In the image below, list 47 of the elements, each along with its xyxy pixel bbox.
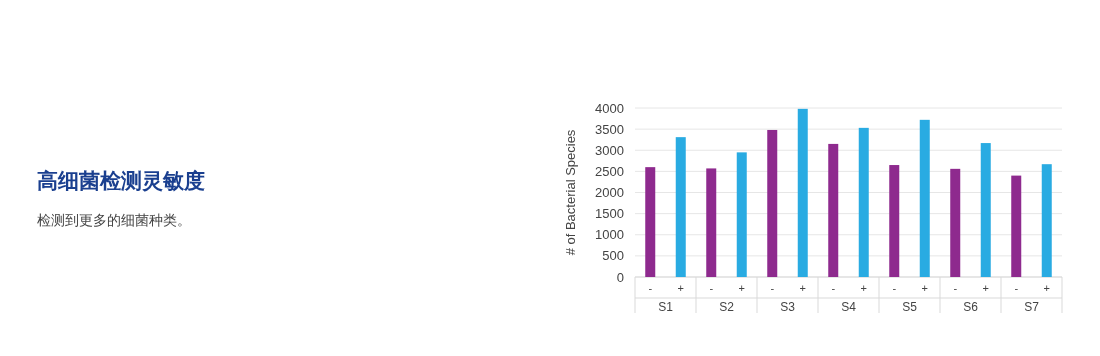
x-tick-label: S5 xyxy=(902,300,918,314)
text: - xyxy=(953,282,958,294)
series-label: + xyxy=(677,282,684,294)
bar xyxy=(980,143,991,277)
text: + xyxy=(738,282,745,294)
text: - xyxy=(892,282,897,294)
y-tick-label: 500 xyxy=(602,248,624,264)
y-tick-label: 2000 xyxy=(595,185,624,200)
x-tick-label: S4 xyxy=(841,300,857,314)
x-tick-label: S3 xyxy=(780,300,796,314)
x-tick-label: S7 xyxy=(1024,300,1040,314)
bar xyxy=(675,137,686,277)
text: + xyxy=(799,282,806,294)
y-tick-label: 1000 xyxy=(595,227,624,243)
y-tick-label: 4000 xyxy=(595,100,624,116)
y-tick-label: 1500 xyxy=(595,206,624,222)
y-tick-label: 3000 xyxy=(595,142,624,158)
text: + xyxy=(982,282,989,294)
x-tick-label: S6 xyxy=(963,300,979,314)
bar xyxy=(919,119,930,277)
y-tick-label: 2500 xyxy=(595,163,624,179)
text: - xyxy=(770,282,775,294)
text: - xyxy=(709,282,714,294)
text: + xyxy=(1043,282,1050,294)
bar xyxy=(797,108,808,277)
bar xyxy=(889,165,900,277)
bar xyxy=(858,127,869,277)
text: - xyxy=(831,282,836,294)
bar xyxy=(1041,164,1052,277)
text: + xyxy=(921,282,928,294)
y-tick-label: 0 xyxy=(616,269,624,285)
bar xyxy=(828,143,839,277)
y-tick-label: 3500 xyxy=(595,121,624,137)
text: 高细菌检测灵敏度 xyxy=(37,169,205,193)
bar xyxy=(645,167,656,277)
bar xyxy=(767,129,778,277)
x-tick-label: S1 xyxy=(658,300,674,314)
bar xyxy=(950,168,961,277)
text: + xyxy=(860,282,867,294)
bar xyxy=(1011,175,1022,277)
series-label: - xyxy=(648,282,653,294)
y-axis-title: # of Bacterial Species xyxy=(563,129,578,256)
bar xyxy=(736,152,747,277)
x-tick-label: S2 xyxy=(719,300,735,314)
text: 检测到更多的细菌种类。 xyxy=(37,212,191,228)
bar xyxy=(706,168,717,277)
text: - xyxy=(1014,282,1019,294)
